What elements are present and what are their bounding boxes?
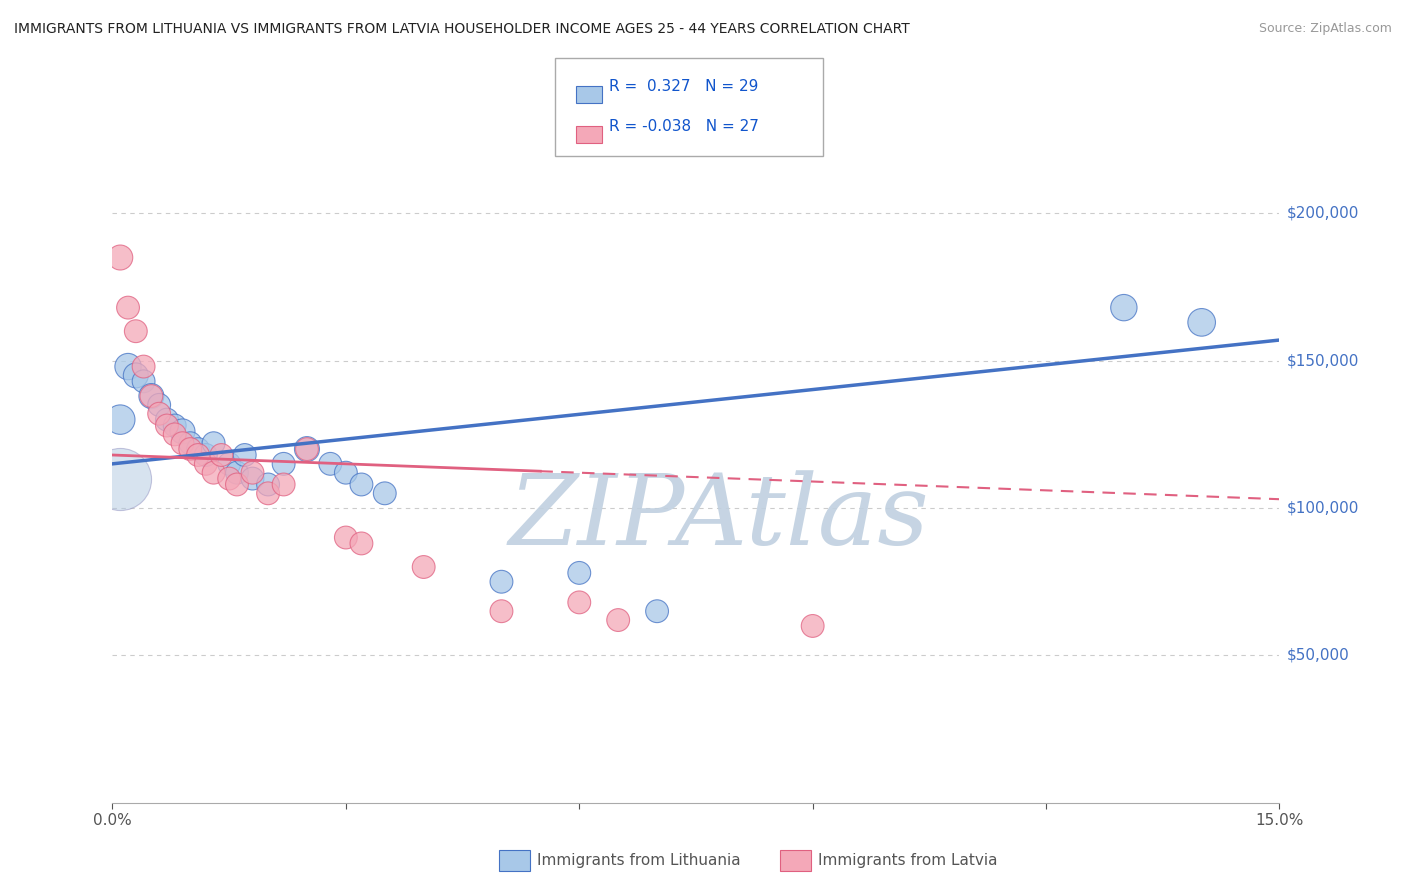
Point — [257, 486, 280, 500]
Point — [273, 457, 295, 471]
Point — [226, 477, 249, 491]
Point — [194, 448, 217, 462]
Point — [117, 301, 139, 315]
Text: Source: ZipAtlas.com: Source: ZipAtlas.com — [1258, 22, 1392, 36]
Point — [148, 407, 170, 421]
Point — [568, 566, 591, 580]
Point — [607, 613, 630, 627]
Point — [218, 457, 240, 471]
Point — [568, 595, 591, 609]
Point — [110, 412, 132, 426]
Point — [491, 604, 513, 618]
Point — [141, 389, 163, 403]
Point — [117, 359, 139, 374]
Point — [156, 412, 179, 426]
Point — [242, 466, 264, 480]
Point — [350, 536, 373, 550]
Point — [187, 442, 209, 456]
Point — [257, 477, 280, 491]
Point — [645, 604, 668, 618]
Point — [132, 374, 155, 388]
Text: $50,000: $50,000 — [1286, 648, 1350, 663]
Point — [226, 466, 249, 480]
Point — [1191, 315, 1213, 329]
Point — [163, 427, 186, 442]
Point — [335, 466, 357, 480]
Point — [148, 398, 170, 412]
Text: R = -0.038   N = 27: R = -0.038 N = 27 — [609, 120, 759, 134]
Text: $200,000: $200,000 — [1286, 206, 1358, 221]
Point — [209, 448, 232, 462]
Point — [156, 418, 179, 433]
Point — [1112, 301, 1135, 315]
Point — [194, 457, 217, 471]
Text: $100,000: $100,000 — [1286, 500, 1358, 516]
Point — [350, 477, 373, 491]
Point — [801, 619, 824, 633]
Point — [125, 324, 148, 338]
Point — [187, 448, 209, 462]
Text: R =  0.327   N = 29: R = 0.327 N = 29 — [609, 79, 758, 94]
Point — [374, 486, 396, 500]
Text: Immigrants from Lithuania: Immigrants from Lithuania — [537, 854, 741, 868]
Point — [179, 436, 201, 450]
Point — [125, 368, 148, 383]
Point — [172, 425, 194, 439]
Point — [491, 574, 513, 589]
Point — [110, 472, 132, 486]
Point — [172, 436, 194, 450]
Point — [141, 389, 163, 403]
Point — [319, 457, 342, 471]
Text: $150,000: $150,000 — [1286, 353, 1358, 368]
Point — [295, 442, 318, 456]
Point — [163, 418, 186, 433]
Point — [242, 472, 264, 486]
Point — [218, 472, 240, 486]
Text: ZIPAtlas: ZIPAtlas — [509, 470, 929, 566]
Point — [412, 560, 434, 574]
Text: IMMIGRANTS FROM LITHUANIA VS IMMIGRANTS FROM LATVIA HOUSEHOLDER INCOME AGES 25 -: IMMIGRANTS FROM LITHUANIA VS IMMIGRANTS … — [14, 22, 910, 37]
Point — [233, 448, 256, 462]
Point — [202, 466, 225, 480]
Text: Immigrants from Latvia: Immigrants from Latvia — [818, 854, 998, 868]
Point — [110, 251, 132, 265]
Point — [295, 442, 318, 456]
Point — [335, 531, 357, 545]
Point — [132, 359, 155, 374]
Point — [273, 477, 295, 491]
Point — [179, 442, 201, 456]
Point — [202, 436, 225, 450]
